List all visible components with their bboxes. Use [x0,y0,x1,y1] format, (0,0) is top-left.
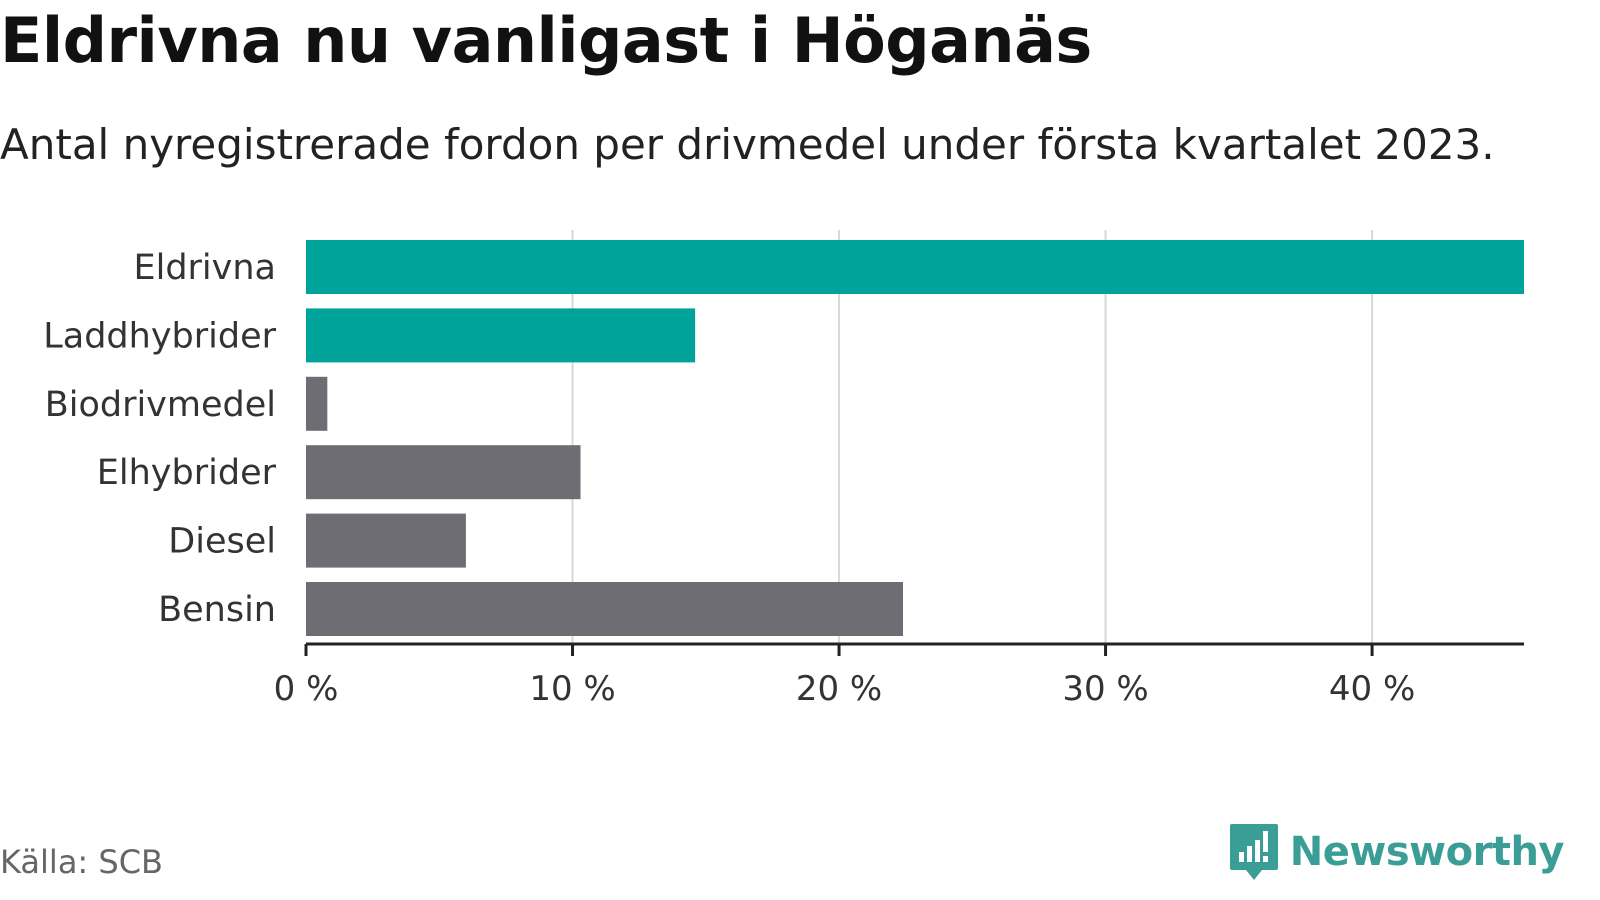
chart-subtitle: Antal nyregistrerade fordon per drivmede… [0,120,1495,169]
bar-eldrivna [306,240,1524,294]
category-label-laddhybrider: Laddhybrider [43,316,276,356]
category-label-biodrivmedel: Biodrivmedel [45,385,276,425]
x-tick-label-10: 10 % [529,669,615,709]
bar-laddhybrider [306,308,696,363]
x-tick-label-0: 0 % [274,669,339,709]
brand-name: Newsworthy [1289,829,1565,875]
chart-title: Eldrivna nu vanligast i Höganäs [0,4,1092,77]
category-label-diesel: Diesel [168,522,276,562]
source-note: Källa: SCB [0,843,163,881]
bar-chart: Eldrivna Laddhybrider Biodrivmedel Elhybrid… [43,230,1524,709]
x-tick-label-40: 40 % [1329,669,1415,709]
newsworthy-logo-icon [1229,824,1278,880]
bar-biodrivmedel [306,376,328,431]
category-label-bensin: Bensin [158,590,276,630]
category-label-elhybrider: Elhybrider [97,453,277,493]
bar-diesel [306,513,466,568]
bar-elhybrider [306,445,581,500]
x-tick-label-20: 20 % [796,669,882,709]
brand-logo: Newsworthy [1228,822,1565,882]
category-label-eldrivna: Eldrivna [133,248,276,288]
bar-bensin [306,582,904,636]
x-tick-label-30: 30 % [1062,669,1148,709]
